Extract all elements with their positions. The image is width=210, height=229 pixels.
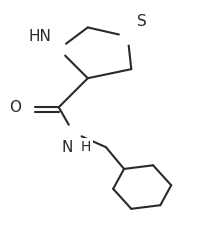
Text: H: H [80, 140, 91, 154]
Text: O: O [9, 100, 21, 115]
Text: S: S [137, 14, 147, 29]
Text: N: N [62, 140, 73, 155]
Text: HN: HN [29, 29, 51, 44]
